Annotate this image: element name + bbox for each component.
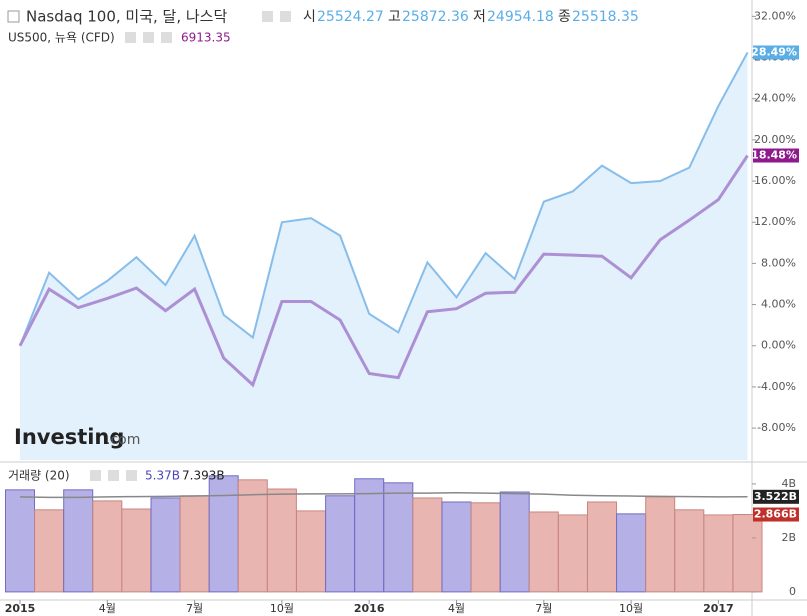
volume-bar [354,478,385,593]
y-tick-label: 12.00% [754,215,796,228]
y-tick-label: 8.00% [761,256,796,269]
y-tick-label: -8.00% [757,421,796,434]
ohlc-label: 고 [388,9,401,25]
last-value-label-bg [753,507,799,522]
volume-bar [296,510,326,593]
settings-icon[interactable] [90,470,101,481]
close-icon[interactable] [161,32,172,43]
volume-bar [5,489,35,593]
last-value-label: 3.522B [754,490,797,503]
settings-icon[interactable] [108,470,119,481]
ohlc-value: 25524.27 [317,9,384,25]
x-tick-label: 7월 [186,602,203,615]
volume-bar [325,495,356,593]
x-tick-label: 2015 [5,602,36,615]
series-value: 6913.35 [181,31,231,45]
line [18,154,749,388]
y-tick-label: 20.00% [754,133,796,146]
volume-bar [208,475,239,593]
last-value-label-bg [753,148,799,163]
last-value-label-bg [753,45,799,60]
y-tick-label: 0.00% [761,339,796,352]
volume-bar [557,514,588,593]
ohlc-label: 시 [303,9,316,25]
logo-suffix: .com [106,432,140,448]
ohlc-label: 종 [558,9,571,25]
volume-bar [237,479,268,593]
x-tick-label: 2017 [703,602,734,615]
volume-bar [412,497,443,593]
volume-bar [528,511,559,593]
volume-bar [63,489,94,593]
ohlc-label: 저 [473,9,486,25]
x-tick-label: 2016 [354,602,385,615]
y-tick-label: -4.00% [757,380,796,393]
volume-bar [179,495,210,593]
settings-icon[interactable] [262,11,273,22]
volume-bar [150,497,181,593]
volume-bar [703,514,734,593]
volume-bar [121,508,152,593]
volume-bar [674,509,705,593]
series-title: US500, 뉴욕 (CFD) [8,31,115,45]
volume-ma-value: 7.393B [182,469,225,483]
y-tick-label: 4.00% [761,298,796,311]
ohlc-value: 25518.35 [572,9,639,25]
volume-bar [34,509,65,593]
volume-ma-line [19,492,748,499]
x-tick-label: 10월 [619,602,643,615]
series-title: Nasdaq 100, 미국, 달, 나스닥 [26,8,227,26]
ohlc-value: 25872.36 [402,9,469,25]
collapse-icon[interactable] [7,10,20,23]
last-value-label: 18.48% [751,149,797,162]
settings-icon[interactable] [125,32,136,43]
y-tick-label: 32.00% [754,9,796,22]
line [19,52,749,347]
volume-bar [266,488,297,593]
y-tick-label: 16.00% [754,174,796,187]
volume-bar [587,501,617,593]
y-tick-label: 2B [781,531,796,544]
x-tick-label: 7월 [535,602,552,615]
x-tick-label: 4월 [448,602,465,615]
volume-title: 거래량 (20) [8,469,70,483]
volume-bar [732,514,763,593]
area [20,52,748,460]
last-value-label-bg [753,489,799,504]
volume-bar [441,501,472,593]
y-tick-label: 24.00% [754,92,796,105]
ohlc-value: 24954.18 [487,9,554,25]
volume-bar [92,500,123,593]
volume-value: 5.37B [145,469,180,483]
volume-bar [616,513,647,593]
y-tick-label: 0 [789,585,796,598]
settings-icon[interactable] [143,32,154,43]
settings-icon[interactable] [280,11,291,22]
volume-bar [470,502,501,593]
x-tick-label: 10월 [270,602,294,615]
last-value-label: 2.866B [754,508,797,521]
close-icon[interactable] [126,470,137,481]
y-tick-label: 4B [781,477,796,490]
last-value-label: 28.49% [751,45,797,58]
x-tick-label: 4월 [99,602,116,615]
volume-bar [499,491,530,593]
volume-bar [645,496,676,593]
logo: Investing [14,425,124,449]
volume-bar [383,482,414,593]
